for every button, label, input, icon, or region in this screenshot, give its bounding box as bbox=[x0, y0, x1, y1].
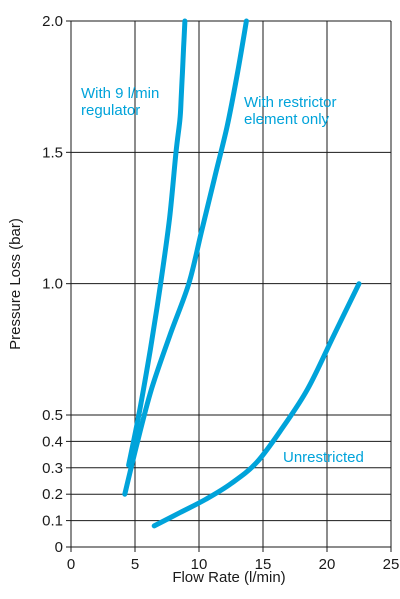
y-tick-labels: 0 0.1 0.2 0.3 0.4 0.5 1.0 1.5 2.0 bbox=[42, 13, 63, 556]
x-axis-title: Flow Rate (l/min) bbox=[172, 569, 285, 586]
x-tick-label: 10 bbox=[191, 556, 208, 573]
x-tick-label: 0 bbox=[67, 556, 75, 573]
y-tick-label: 1.5 bbox=[42, 144, 63, 161]
x-tick-label: 5 bbox=[131, 556, 139, 573]
y-tick-label: 2.0 bbox=[42, 13, 63, 30]
y-tick-label: 0.1 bbox=[42, 513, 63, 530]
y-tick-label: 0.2 bbox=[42, 486, 63, 503]
x-tick-label: 25 bbox=[383, 556, 400, 573]
series-lines bbox=[122, 18, 362, 529]
series-line-unrestricted bbox=[151, 281, 362, 529]
series-line-restrictor bbox=[122, 18, 249, 497]
y-tick-label: 0.5 bbox=[42, 407, 63, 424]
y-tick-label: 0.3 bbox=[42, 460, 63, 477]
x-tick-label: 20 bbox=[319, 556, 336, 573]
annotation-regulator: With 9 l/min regulator bbox=[81, 85, 164, 119]
annotation-unrestricted: Unrestricted bbox=[283, 449, 364, 466]
x-tick-label: 15 bbox=[255, 556, 272, 573]
y-tick-label: 0 bbox=[55, 539, 63, 556]
x-tick-labels: 0 5 10 15 20 25 bbox=[67, 556, 400, 573]
y-axis-title: Pressure Loss (bar) bbox=[7, 218, 24, 350]
y-tick-label: 1.0 bbox=[42, 276, 63, 293]
y-tick-label: 0.4 bbox=[42, 433, 63, 450]
grid-lines bbox=[66, 20, 392, 552]
series-line-regulator bbox=[126, 18, 188, 468]
annotation-restrictor: With restrictor element only bbox=[244, 94, 341, 128]
